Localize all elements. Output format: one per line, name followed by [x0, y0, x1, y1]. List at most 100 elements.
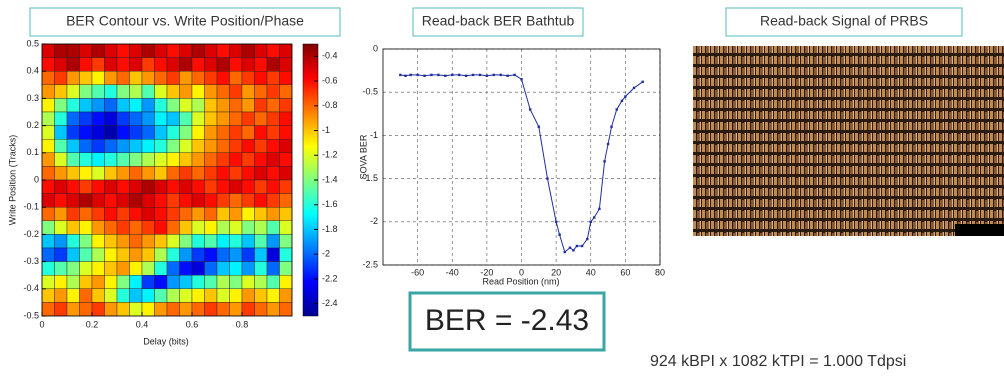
heat-cell: [267, 166, 280, 180]
heat-cell: [80, 139, 93, 153]
heat-cell: [142, 58, 155, 72]
heat-cell: [42, 207, 55, 221]
heat-cell: [142, 112, 155, 126]
x-axis-label: Delay (bits): [143, 336, 189, 346]
y-tick-label: -0.2: [23, 229, 39, 239]
heat-cell: [67, 302, 80, 316]
heat-cell: [242, 153, 255, 167]
heat-cell: [180, 153, 193, 167]
heat-cell: [67, 153, 80, 167]
heat-cell: [117, 98, 130, 112]
heat-cell: [255, 98, 268, 112]
heat-cell: [280, 139, 293, 153]
heat-cell: [80, 262, 93, 276]
heat-cell: [130, 194, 143, 208]
heat-cell: [280, 262, 293, 276]
heat-cell: [67, 112, 80, 126]
heat-cell: [80, 166, 93, 180]
heat-cell: [255, 85, 268, 99]
heat-cell: [267, 248, 280, 262]
data-point: [399, 74, 401, 76]
heat-cell: [167, 71, 180, 85]
heat-cell: [155, 139, 168, 153]
heat-cell: [205, 166, 218, 180]
heat-cell: [142, 85, 155, 99]
heat-cell: [242, 85, 255, 99]
data-point: [472, 74, 474, 76]
heat-cell: [155, 207, 168, 221]
heat-cell: [230, 302, 243, 316]
heat-cell: [192, 275, 205, 289]
heat-cell: [67, 180, 80, 194]
heat-cell: [280, 234, 293, 248]
heat-cell: [67, 289, 80, 303]
heat-cell: [192, 71, 205, 85]
heat-cell: [155, 112, 168, 126]
heat-cell: [55, 262, 68, 276]
heat-cell: [55, 98, 68, 112]
heat-cell: [42, 139, 55, 153]
heat-cell: [167, 194, 180, 208]
heat-cell: [130, 248, 143, 262]
heat-cell: [230, 262, 243, 276]
heat-cell: [92, 234, 105, 248]
heat-cell: [230, 289, 243, 303]
heat-cell: [280, 275, 293, 289]
data-point: [479, 74, 481, 76]
heat-cell: [67, 126, 80, 140]
heat-cell: [255, 180, 268, 194]
heat-cell: [117, 153, 130, 167]
data-point: [610, 126, 612, 128]
heat-cell: [267, 207, 280, 221]
heat-cell: [55, 112, 68, 126]
heat-cell: [180, 275, 193, 289]
heat-cell: [205, 248, 218, 262]
heat-cell: [42, 289, 55, 303]
chart-title: BER Contour vs. Write Position/Phase: [66, 13, 304, 29]
heat-cell: [205, 221, 218, 235]
y-tick-label: 0: [373, 43, 378, 53]
heat-cell: [280, 153, 293, 167]
heat-cell: [205, 194, 218, 208]
heat-cell: [255, 139, 268, 153]
prbs-image-end: [955, 224, 1004, 236]
heat-cell: [117, 139, 130, 153]
heat-cell: [67, 85, 80, 99]
heat-cell: [242, 221, 255, 235]
heat-cell: [80, 234, 93, 248]
heat-cell: [105, 85, 118, 99]
data-point: [513, 74, 515, 76]
data-point: [590, 221, 592, 223]
heat-cell: [42, 44, 55, 58]
heat-cell: [192, 153, 205, 167]
heat-cell: [155, 221, 168, 235]
heat-cell: [105, 58, 118, 72]
heat-cell: [167, 275, 180, 289]
heat-cell: [267, 289, 280, 303]
heat-cell: [255, 207, 268, 221]
heat-cell: [217, 71, 230, 85]
x-tick-label: -20: [480, 267, 493, 277]
heat-cell: [80, 221, 93, 235]
heat-cell: [255, 153, 268, 167]
heat-cell: [280, 126, 293, 140]
heat-cell: [255, 44, 268, 58]
data-point: [586, 238, 588, 240]
heat-cell: [130, 234, 143, 248]
data-point: [486, 75, 488, 77]
heat-cell: [55, 71, 68, 85]
chart-title: Read-back BER Bathtub: [422, 13, 575, 29]
heat-cell: [267, 126, 280, 140]
heat-cell: [42, 194, 55, 208]
data-point: [641, 81, 643, 83]
heat-cell: [192, 85, 205, 99]
heat-cell: [255, 234, 268, 248]
x-axis-label: Read Position (nm): [482, 276, 559, 286]
heat-cell: [155, 126, 168, 140]
heat-cell: [92, 58, 105, 72]
heat-cell: [155, 166, 168, 180]
heat-cell: [55, 126, 68, 140]
heat-cell: [242, 248, 255, 262]
heat-cell: [117, 166, 130, 180]
heat-cell: [67, 234, 80, 248]
